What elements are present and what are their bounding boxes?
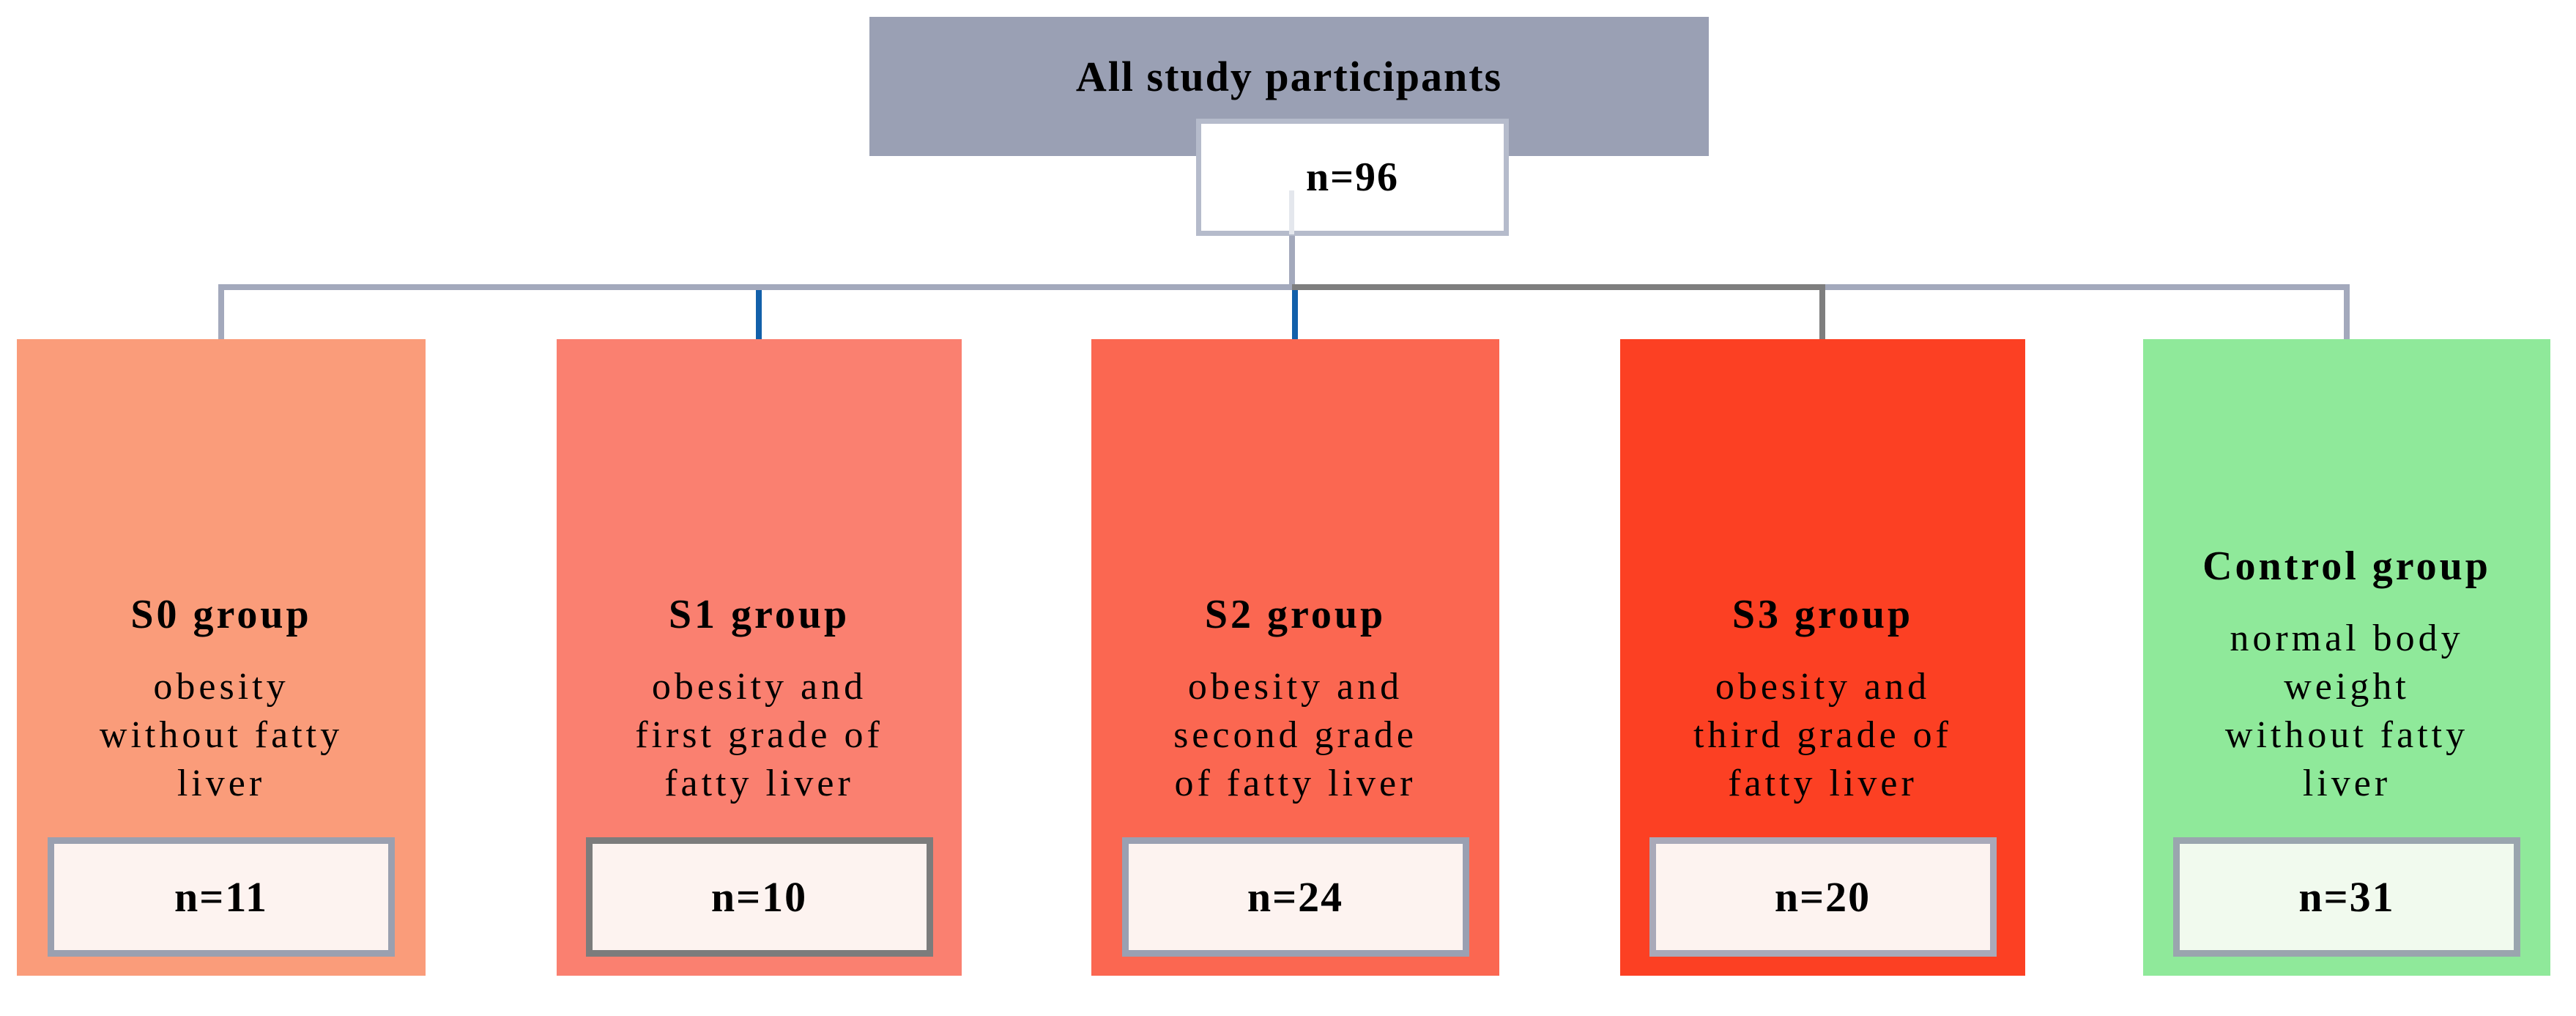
connector-horizontal-middle (1292, 284, 1825, 290)
group-box-s1: S1 group obesity and first grade of fatt… (557, 339, 962, 976)
count-box-s2: n=24 (1121, 837, 1469, 957)
root-count-box: n=96 (1196, 119, 1509, 236)
group-box-s3: S3 group obesity and third grade of fatt… (1620, 339, 2025, 976)
group-name-control: Control group (2202, 544, 2491, 589)
connector-horizontal-left (218, 284, 1292, 290)
connector-inner-stem (1289, 190, 1294, 234)
root-box-label: All study participants (1075, 52, 1503, 100)
count-box-s3: n=20 (1649, 837, 1997, 957)
connector-drop-s1 (756, 290, 762, 339)
count-box-s0: n=11 (48, 837, 395, 957)
count-value-s0: n=11 (174, 873, 269, 921)
group-name-s0: S0 group (130, 592, 312, 637)
group-box-control: Control group normal body weight without… (2143, 339, 2550, 976)
root-count-value: n=96 (1305, 155, 1400, 200)
connector-stem (1289, 236, 1295, 290)
count-value-s3: n=20 (1774, 873, 1871, 921)
group-description-control: normal body weight without fatty liver (2224, 618, 2469, 804)
group-box-s2: S2 group obesity and second grade of fat… (1091, 339, 1499, 976)
connector-drop-control (2344, 290, 2350, 339)
connector-horizontal-right (1825, 284, 2350, 290)
connector-drop-s0 (218, 290, 224, 339)
group-name-s2: S2 group (1204, 592, 1387, 637)
group-description-s2: obesity and second grade of fatty liver (1173, 666, 1417, 804)
count-value-s2: n=24 (1247, 873, 1344, 921)
connector-drop-s2 (1292, 290, 1298, 339)
count-value-s1: n=10 (710, 873, 808, 921)
count-box-control: n=31 (2173, 837, 2520, 957)
group-description-s3: obesity and third grade of fatty liver (1693, 666, 1952, 804)
count-box-s1: n=10 (585, 837, 933, 957)
group-name-s1: S1 group (668, 592, 850, 637)
connector-drop-s3 (1819, 290, 1825, 339)
group-description-s1: obesity and first grade of fatty liver (635, 666, 883, 804)
count-value-control: n=31 (2298, 873, 2395, 921)
group-description-s0: obesity without fatty liver (99, 666, 344, 804)
group-name-s3: S3 group (1731, 592, 1914, 637)
group-box-s0: S0 group obesity without fatty liver n=1… (17, 339, 426, 976)
